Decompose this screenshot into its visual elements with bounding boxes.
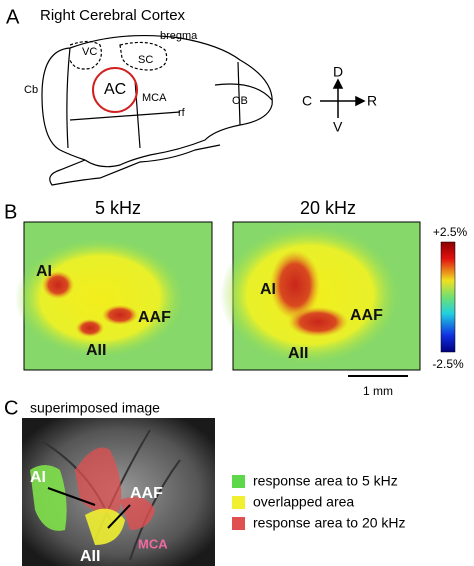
panel-label: B bbox=[4, 201, 17, 223]
region-label: SC bbox=[138, 54, 153, 66]
vc-area bbox=[69, 40, 102, 70]
heatmap bbox=[220, 221, 421, 371]
area-label: AI bbox=[36, 263, 52, 280]
region-label: VC bbox=[82, 46, 97, 58]
legend-swatch bbox=[232, 475, 245, 488]
ac-circle bbox=[92, 67, 138, 113]
compass-label: V bbox=[333, 119, 343, 135]
rf-line bbox=[69, 111, 181, 121]
region-label: AC bbox=[104, 81, 126, 98]
sc-area bbox=[119, 41, 168, 71]
scale-bar-label: 1 mm bbox=[363, 384, 393, 398]
legend-swatch bbox=[232, 517, 245, 530]
compass-label: R bbox=[367, 93, 377, 109]
panel-label: C bbox=[4, 397, 18, 419]
area-label: AII bbox=[86, 342, 106, 359]
area-label: AAF bbox=[350, 307, 383, 324]
region-label: bregma bbox=[160, 30, 198, 42]
colorbar-label: +2.5% bbox=[433, 225, 468, 239]
ob-border bbox=[214, 83, 273, 101]
region-label: MCA bbox=[142, 92, 167, 104]
panel-b: B 5 kHz 20 kHz AI AAF AII AI AAF AII +2.… bbox=[4, 198, 468, 398]
legend-label: overlapped area bbox=[253, 494, 354, 510]
area-label: AI bbox=[30, 469, 46, 486]
region-label: Cb bbox=[24, 84, 38, 96]
compass bbox=[320, 78, 366, 118]
area-label: AII bbox=[288, 345, 308, 362]
heatmap bbox=[15, 221, 213, 371]
compass-label: C bbox=[302, 93, 312, 109]
panel-a: A Right Cerebral Cortex VC SC bregma Cb … bbox=[6, 6, 377, 186]
mca-line bbox=[134, 79, 141, 149]
map-title: 20 kHz bbox=[300, 198, 356, 218]
map-title: 5 kHz bbox=[95, 198, 141, 218]
region-label: OB bbox=[232, 95, 248, 107]
colorbar-label: -2.5% bbox=[432, 357, 464, 371]
panel-title: Right Cerebral Cortex bbox=[40, 7, 186, 24]
legend-label: response area to 5 kHz bbox=[253, 473, 398, 489]
area-label: MCA bbox=[138, 536, 168, 551]
area-label: AI bbox=[260, 281, 276, 298]
legend-swatch bbox=[232, 496, 245, 509]
colorbar bbox=[440, 241, 456, 353]
region-label: rf bbox=[178, 107, 186, 119]
area-label: AAF bbox=[138, 309, 171, 326]
panel-c: C superimposed image AI AAF AII MCA resp… bbox=[4, 397, 406, 566]
compass-label: D bbox=[333, 64, 343, 80]
arrow bbox=[107, 504, 131, 529]
legend-label: response area to 20 kHz bbox=[253, 515, 406, 531]
panel-title: superimposed image bbox=[30, 400, 160, 416]
area-label: AII bbox=[80, 548, 100, 565]
brain-outline bbox=[41, 34, 273, 186]
arrow bbox=[47, 487, 96, 506]
photo bbox=[22, 418, 215, 566]
panel-label: A bbox=[6, 6, 20, 28]
ob-line bbox=[237, 61, 241, 126]
area-label: AAF bbox=[130, 485, 163, 502]
